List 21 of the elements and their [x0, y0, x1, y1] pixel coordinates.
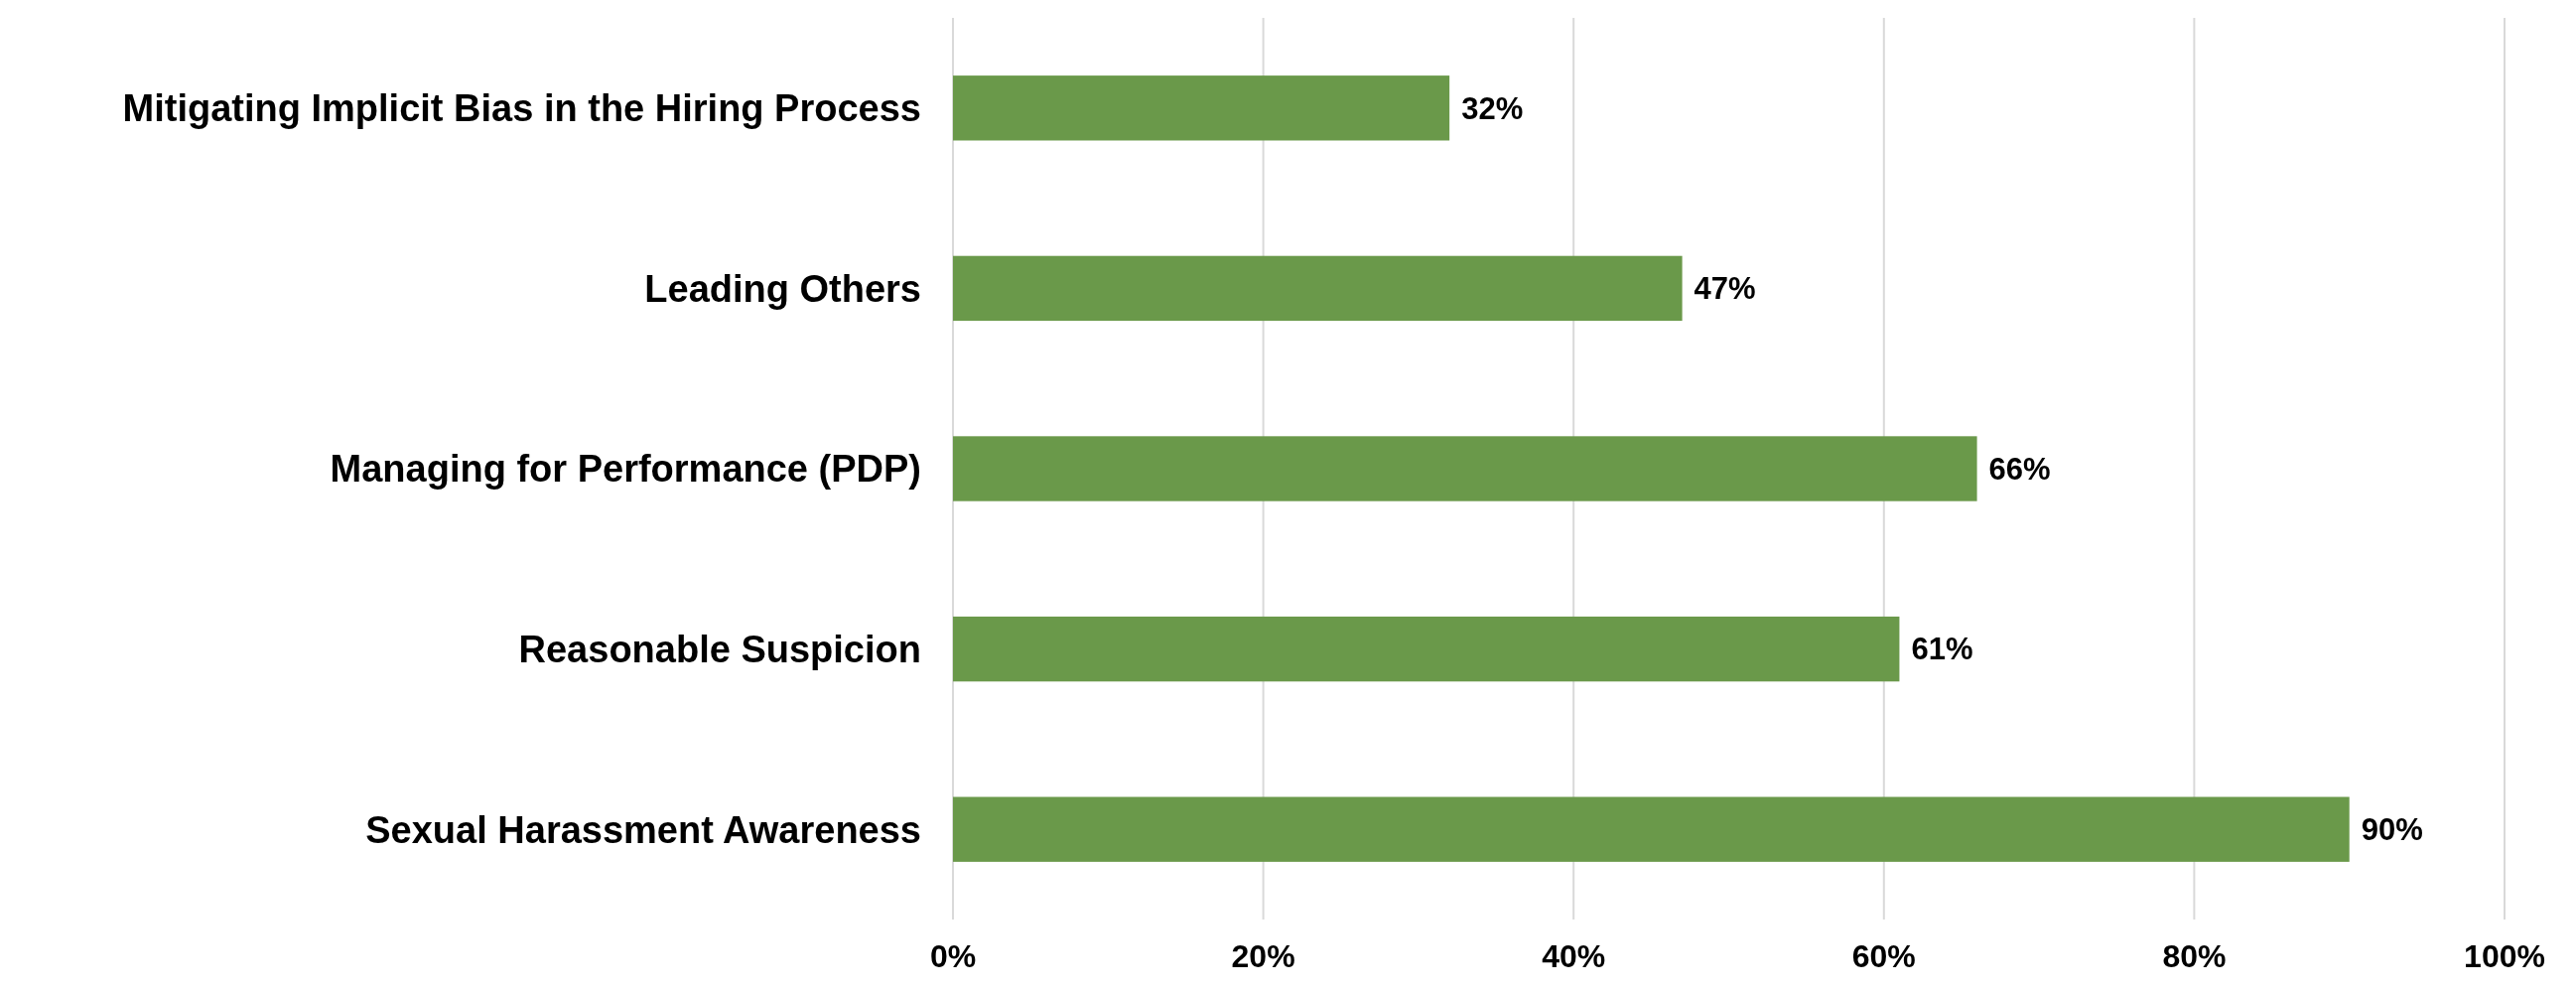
- x-tick-label: 20%: [1231, 938, 1295, 974]
- x-tick-label: 40%: [1542, 938, 1606, 974]
- bar: [953, 616, 1900, 682]
- bar: [953, 436, 1977, 501]
- x-tick-label: 80%: [2162, 938, 2227, 974]
- y-tick-label: Managing for Performance (PDP): [330, 448, 921, 491]
- data-label: 61%: [1911, 632, 1973, 667]
- x-tick-label: 100%: [2464, 938, 2545, 974]
- y-tick-label: Reasonable Suspicion: [518, 628, 921, 670]
- x-tick-label: 60%: [1851, 938, 1916, 974]
- data-label: 47%: [1694, 271, 1756, 307]
- data-label: 90%: [2361, 812, 2423, 848]
- x-tick-label: 0%: [929, 938, 977, 974]
- data-label: 66%: [1988, 451, 2051, 487]
- data-label: 32%: [1461, 90, 1524, 126]
- bar: [953, 255, 1683, 322]
- y-tick-label: Sexual Harassment Awareness: [365, 808, 921, 851]
- bar: [953, 75, 1450, 141]
- y-tick-label: Mitigating Implicit Bias in the Hiring Process: [122, 87, 921, 130]
- bar: [953, 796, 2350, 862]
- y-tick-label: Leading Others: [644, 267, 921, 310]
